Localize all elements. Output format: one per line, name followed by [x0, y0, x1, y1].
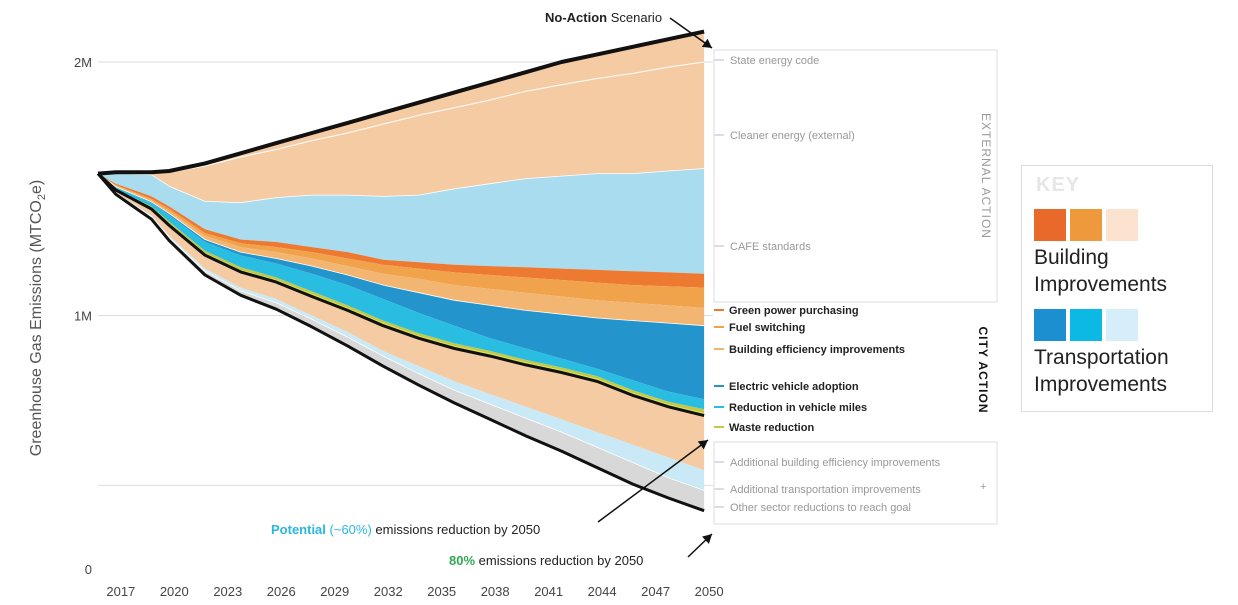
y-axis-label: Greenhouse Gas Emissions (MTCO2e) [28, 180, 48, 456]
series-label: Additional transportation improvements [730, 484, 921, 496]
x-tick-label: 2044 [588, 584, 617, 599]
series-labels: State energy code Cleaner energy (externa… [714, 55, 941, 514]
series-label: Building efficiency improvements [729, 344, 905, 356]
potential-line [96, 172, 705, 418]
x-tick-label: 2023 [213, 584, 242, 599]
x-tick-label: 2020 [160, 584, 189, 599]
cleaner-energy-line [98, 168, 705, 204]
area-layers [98, 31, 705, 511]
series-label: Waste reduction [729, 422, 814, 434]
external-action-bracket [713, 49, 998, 303]
area-fuel-switching [98, 173, 705, 308]
area-reduction-in-vehicle-miles [98, 173, 705, 410]
y-axis-label-end: e) [28, 180, 45, 194]
potential-arrow-head [697, 440, 708, 450]
x-tick-label: 2017 [106, 584, 135, 599]
series-label: State energy code [730, 55, 819, 67]
transport-swatch-light [1106, 309, 1138, 341]
annotations: Potential (~60%) emissions reduction by … [271, 17, 713, 568]
city-action-label: CITY ACTION [976, 326, 990, 413]
x-tick-label: 2050 [695, 584, 724, 599]
x-tick-label: 2038 [481, 584, 510, 599]
y-axis-label-main: Greenhouse Gas Emissions (MTCO [28, 200, 45, 456]
series-label: Fuel switching [729, 322, 805, 334]
area-other-sector-reductions-to-reach-goal [98, 173, 705, 511]
area-state-energy-code [98, 31, 705, 174]
area-additional-transportation-improvements [98, 173, 705, 491]
area-green-power-purchasing [98, 173, 705, 288]
transport-swatch-mid [1070, 309, 1102, 341]
building-swatch-dark [1034, 209, 1066, 241]
area-cleaner-energy-external- [98, 62, 705, 203]
area-building-efficiency-improvements [98, 173, 705, 326]
x-axis-ticks: 2017 2020 2023 2026 2029 2032 2035 2038 2041 2044… [106, 584, 723, 599]
building-swatch-mid [1070, 209, 1102, 241]
annotation-80-percent: 80% emissions reduction by 2050 [449, 553, 643, 568]
series-label: Reduction in vehicle miles [729, 402, 867, 414]
area-additional-building-efficiency-improvements [98, 173, 705, 471]
area-cafe-standards [98, 168, 705, 274]
series-label: Additional building efficiency improveme… [730, 457, 941, 469]
x-tick-label: 2041 [534, 584, 563, 599]
area-electric-vehicle-adoption [98, 173, 705, 400]
goal-80-line [96, 172, 705, 513]
additional-plus-label: + [980, 481, 986, 493]
series-label: Other sector reductions to reach goal [730, 502, 911, 514]
chart-title: No-Action Scenario [545, 10, 662, 25]
building-efficiency-line [97, 173, 705, 327]
external-action-label: EXTERNAL ACTION [979, 113, 993, 239]
chart-title-bold: No-Action [545, 10, 607, 25]
series-label: Green power purchasing [729, 305, 859, 317]
key-title: KEY [1036, 174, 1081, 196]
potential-arrow [597, 439, 709, 523]
y-axis-label-sub: 2 [36, 194, 48, 200]
y-axis-ticks: 0 1M 2M [74, 55, 92, 577]
x-tick-label: 2029 [320, 584, 349, 599]
additional-transport-line [97, 173, 705, 491]
legend-key: KEY Building Improvements Transportation… [1021, 165, 1213, 412]
series-label: Cleaner energy (external) [730, 130, 855, 142]
transport-swatch-dark [1034, 309, 1066, 341]
building-improvements-label: Building Improvements [1034, 246, 1168, 296]
boundary-lines [96, 29, 705, 513]
chart-title-rest: Scenario [611, 10, 662, 25]
y-tick-label: 2M [74, 55, 92, 70]
group-brackets: EXTERNAL ACTION CITY ACTION + [713, 49, 998, 525]
series-label: CAFE standards [730, 241, 811, 253]
annotation-potential: Potential (~60%) emissions reduction by … [271, 522, 540, 537]
additional-bracket [713, 441, 998, 525]
x-tick-label: 2047 [641, 584, 670, 599]
y-tick-label: 0 [85, 562, 92, 577]
series-label: Electric vehicle adoption [729, 381, 859, 393]
transportation-improvements-label: Transportation Improvements [1034, 346, 1169, 396]
x-tick-label: 2026 [267, 584, 296, 599]
building-swatch-light [1106, 209, 1138, 241]
title-arrow-head [701, 38, 712, 48]
x-tick-label: 2035 [427, 584, 456, 599]
goal-arrow-head [702, 534, 712, 544]
no-action-line [97, 29, 705, 176]
x-tick-label: 2032 [374, 584, 403, 599]
y-tick-label: 1M [74, 309, 92, 324]
